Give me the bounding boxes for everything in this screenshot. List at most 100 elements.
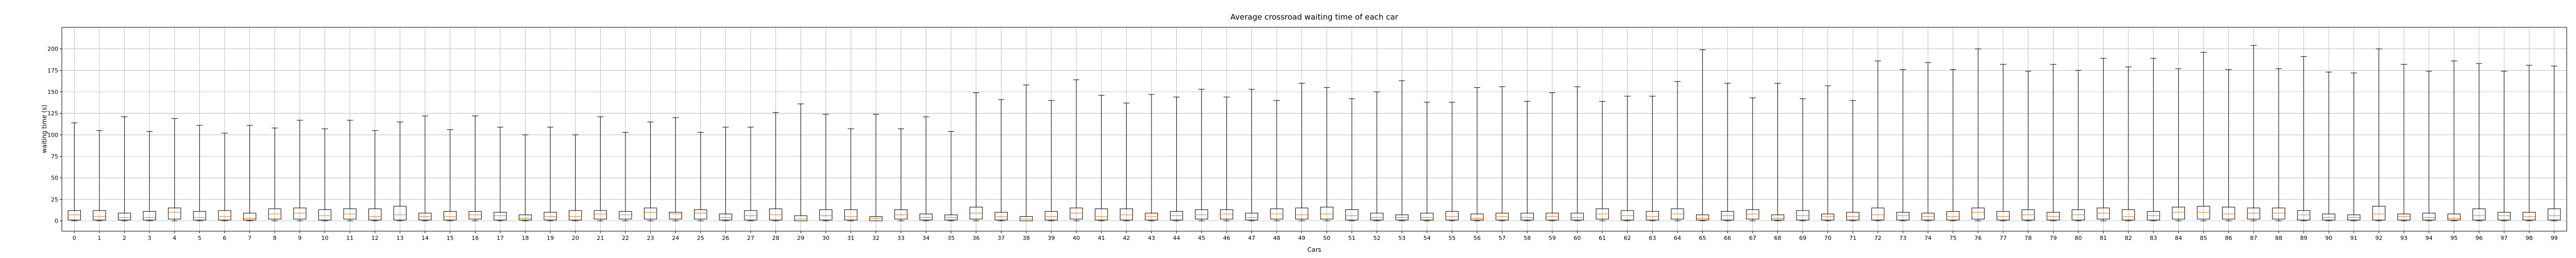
iqr-box (1295, 207, 1309, 220)
x-tick-label: 8 (273, 235, 277, 241)
x-tick-label: 39 (1047, 235, 1055, 241)
x-tick-label: 63 (1649, 235, 1656, 241)
x-tick-label: 2 (123, 235, 126, 241)
x-tick-label: 89 (2300, 235, 2307, 241)
iqr-box (1044, 211, 1058, 220)
x-tick-label: 5 (198, 235, 201, 241)
x-tick-label: 71 (1849, 235, 1856, 241)
x-tick-label: 27 (747, 235, 754, 241)
x-tick-label: 45 (1198, 235, 1205, 241)
box-car-7 (243, 125, 257, 221)
iqr-box (1420, 213, 1434, 220)
iqr-box (1320, 206, 1333, 220)
box-car-11 (343, 120, 357, 221)
x-tick-label: 12 (371, 235, 379, 241)
box-car-46 (1220, 96, 1233, 221)
iqr-box (243, 213, 257, 220)
box-car-18 (518, 134, 532, 221)
iqr-box (2222, 206, 2235, 220)
box-car-48 (1270, 100, 1283, 221)
x-tick-label: 68 (1774, 235, 1781, 241)
iqr-box (193, 211, 207, 220)
x-tick-label: 69 (1799, 235, 1806, 241)
box-car-40 (1070, 79, 1083, 221)
box-car-0 (67, 122, 81, 221)
x-tick-label: 9 (298, 235, 301, 241)
x-tick-label: 4 (173, 235, 176, 241)
y-tick-label: 75 (51, 153, 58, 160)
x-tick-label: 95 (2450, 235, 2458, 241)
x-tick-label: 84 (2175, 235, 2182, 241)
x-tick-label: 24 (672, 235, 679, 241)
box-car-45 (1195, 89, 1208, 221)
x-tick-label: 77 (1999, 235, 2007, 241)
x-tick-label: 38 (1023, 235, 1030, 241)
x-tick-label: 16 (471, 235, 479, 241)
iqr-box (468, 211, 482, 220)
x-tick-label: 57 (1499, 235, 1506, 241)
x-tick-label: 74 (1924, 235, 1931, 241)
box-car-53 (1395, 80, 1409, 221)
x-tick-label: 64 (1674, 235, 1681, 241)
y-axis: 0 25 50 75 100 125 150 175 200 (47, 46, 62, 224)
iqr-box (1345, 209, 1359, 220)
box-car-66 (1721, 83, 1734, 221)
box-car-9 (293, 120, 307, 221)
x-tick-label: 15 (447, 235, 454, 241)
iqr-box (2372, 206, 2386, 220)
iqr-box (2422, 213, 2436, 220)
box-car-64 (1671, 81, 1684, 221)
x-tick-label: 44 (1173, 235, 1180, 241)
box-car-71 (1846, 100, 1859, 221)
x-tick-label: 80 (2075, 235, 2082, 241)
box-car-16 (468, 116, 482, 221)
box-car-31 (844, 128, 858, 221)
iqr-box (1946, 211, 1960, 220)
iqr-box (1245, 213, 1259, 220)
iqr-box (1070, 207, 1083, 220)
box-car-90 (2322, 72, 2335, 221)
iqr-box (2096, 207, 2110, 220)
box-car-36 (969, 92, 983, 221)
box-car-56 (1470, 87, 1484, 221)
x-tick-label: 19 (547, 235, 554, 241)
box-car-82 (2122, 67, 2135, 221)
x-tick-label: 73 (1900, 235, 1907, 241)
iqr-box (594, 210, 607, 220)
iqr-box (1796, 210, 1809, 220)
box-car-43 (1145, 94, 1158, 221)
box-car-79 (2046, 64, 2060, 221)
box-car-44 (1170, 96, 1183, 221)
box-car-91 (2347, 72, 2361, 221)
x-tick-label: 99 (2551, 235, 2558, 241)
box-car-65 (1696, 49, 1709, 221)
x-tick-label: 29 (797, 235, 804, 241)
x-tick-label: 51 (1348, 235, 1355, 241)
x-tick-label: 53 (1398, 235, 1405, 241)
iqr-box (2522, 212, 2536, 220)
iqr-box (1470, 214, 1484, 220)
box-car-88 (2272, 68, 2285, 221)
x-tick-label: 21 (597, 235, 604, 241)
x-tick-label: 96 (2476, 235, 2483, 241)
box-car-75 (1946, 69, 1960, 221)
y-tick-label: 125 (47, 110, 58, 117)
box-car-23 (643, 121, 657, 221)
x-axis: 0 1 2 3 4 5 6 7 8 9 10 11 12 13 14 15 16 17 18 19 20 21 22 23 24… (73, 231, 2558, 241)
x-tick-label: 41 (1098, 235, 1105, 241)
box-car-28 (769, 112, 783, 221)
y-tick-label: 175 (47, 67, 58, 74)
iqr-box (844, 209, 858, 220)
x-tick-label: 20 (572, 235, 579, 241)
x-tick-label: 76 (1974, 235, 1981, 241)
box-car-41 (1095, 95, 1108, 221)
x-tick-label: 25 (697, 235, 704, 241)
box-car-94 (2422, 71, 2436, 221)
box-car-5 (193, 125, 207, 221)
x-tick-label: 83 (2150, 235, 2157, 241)
iqr-box (1195, 209, 1208, 220)
x-tick-label: 61 (1599, 235, 1606, 241)
x-tick-label: 52 (1374, 235, 1381, 241)
x-tick-label: 14 (421, 235, 429, 241)
box-car-26 (719, 126, 733, 221)
